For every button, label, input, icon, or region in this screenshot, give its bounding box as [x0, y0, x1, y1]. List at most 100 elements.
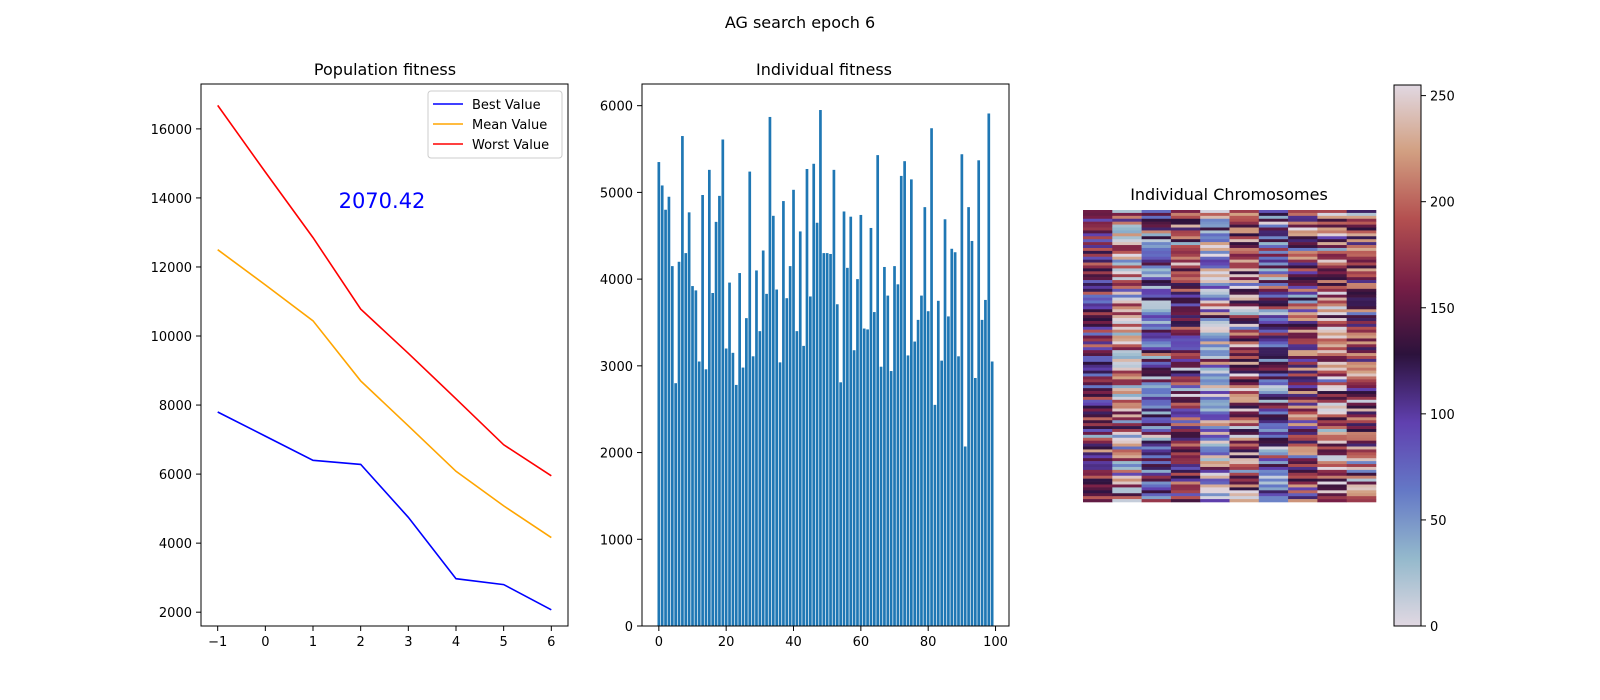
heatmap-cell [1170, 233, 1201, 237]
heatmap-cell [1170, 466, 1201, 471]
heatmap-cell [1200, 297, 1230, 301]
heatmap-cell [1200, 449, 1230, 453]
heatmap-cell [1288, 399, 1318, 404]
heatmap-cell [1112, 443, 1142, 447]
heatmap-cell [1200, 376, 1230, 380]
heatmap-cell [1258, 385, 1289, 389]
heatmap-cell [1112, 361, 1142, 366]
heatmap-cell [1170, 259, 1201, 263]
fitness-bar [728, 282, 731, 626]
heatmap-cell [1170, 420, 1201, 424]
heatmap-cell [1083, 391, 1113, 395]
fitness-bar [842, 211, 846, 627]
heatmap-cell [1112, 396, 1142, 401]
heatmap-cell [1083, 481, 1113, 485]
heatmap-cell [1288, 358, 1318, 363]
heatmap-cell [1141, 236, 1172, 240]
fitness-bar [745, 318, 748, 626]
fitness-bar [788, 266, 792, 626]
heatmap-cell [1317, 288, 1347, 293]
legend-items: Best Value Mean Value Worst Value [433, 98, 549, 153]
heatmap-cell [1083, 224, 1113, 228]
heatmap-cell [1258, 484, 1289, 488]
heatmap-cell [1229, 429, 1260, 433]
heatmap-cell [1112, 320, 1142, 325]
heatmap-cell [1083, 332, 1113, 336]
fitness-bar [984, 299, 987, 626]
heatmap-cell [1288, 440, 1318, 444]
heatmap-cell [1141, 318, 1172, 322]
heatmap-cell [1141, 393, 1172, 398]
fitness-bar [785, 298, 789, 626]
heatmap-cell [1200, 484, 1230, 488]
heatmap-cell [1083, 271, 1113, 275]
heatmap-cell [1346, 358, 1377, 363]
heatmap-cell [1112, 268, 1142, 272]
heatmap-cell [1141, 239, 1172, 243]
fitness-bar [856, 279, 859, 626]
heatmap-cell [1141, 259, 1172, 263]
heatmap-cell [1229, 496, 1260, 500]
fitness-bar [967, 207, 970, 626]
heatmap-cell [1112, 370, 1142, 374]
heatmap-cell [1112, 271, 1142, 275]
heatmap-cell [1346, 469, 1377, 474]
heatmap-cell [1317, 452, 1347, 456]
heatmap-cell [1112, 288, 1142, 293]
heatmap-cell [1170, 236, 1201, 240]
heatmap-cell [1083, 361, 1113, 366]
heatmap-cell [1229, 326, 1260, 331]
heatmap-cell [1288, 250, 1318, 255]
heatmap-cell [1288, 347, 1318, 351]
heatmap-cell [1141, 224, 1172, 228]
heatmap-cell [1346, 385, 1377, 389]
heatmap-cell [1346, 466, 1377, 471]
heatmap-cell [1317, 472, 1347, 477]
heatmap-cell [1141, 437, 1172, 441]
heatmap-cell [1083, 490, 1113, 494]
heatmap-cell [1083, 426, 1113, 430]
heatmap-cell [1170, 306, 1201, 310]
heatmap-cell [1200, 332, 1230, 336]
heatmap-cell [1288, 247, 1318, 252]
heatmap-cell [1170, 414, 1201, 418]
heatmap-cell [1112, 341, 1142, 345]
heatmap-cell [1229, 423, 1260, 427]
y-tick-label: 8000 [159, 399, 192, 414]
heatmap-cell [1229, 437, 1260, 441]
heatmap-cell [1200, 288, 1230, 293]
heatmap-cell [1200, 466, 1230, 471]
heatmap-cell [1200, 414, 1230, 418]
heatmap-cell [1346, 437, 1377, 441]
fitness-bar [758, 331, 762, 626]
heatmap-cell [1083, 312, 1113, 316]
heatmap-cell [1317, 423, 1347, 427]
heatmap-cell [1346, 253, 1377, 258]
heatmap-cell [1317, 353, 1347, 357]
heatmap-cell [1200, 309, 1230, 313]
heatmap-cell [1229, 230, 1260, 234]
heatmap-cell [1170, 429, 1201, 433]
heatmap-cell [1346, 461, 1377, 465]
heatmap-cell [1170, 478, 1201, 482]
heatmap-cell [1258, 455, 1289, 459]
x-tick-label: 3 [404, 635, 412, 650]
heatmap-cell [1170, 212, 1201, 217]
heatmap-cell [1346, 458, 1377, 462]
heatmap-cell [1083, 466, 1113, 471]
heatmap-cell [1141, 379, 1172, 383]
heatmap-cell [1346, 283, 1377, 287]
heatmap-cell [1258, 396, 1289, 401]
heatmap-cell [1317, 265, 1347, 269]
heatmap-cell [1200, 262, 1230, 266]
heatmap-cell [1258, 361, 1289, 366]
heatmap-cell [1112, 408, 1142, 412]
heatmap-cell [1112, 242, 1142, 246]
heatmap-cell [1083, 239, 1113, 243]
heatmap-cell [1170, 417, 1201, 421]
heatmap-cell [1258, 247, 1289, 252]
heatmap-cell [1288, 361, 1318, 366]
fitness-bar [741, 367, 745, 626]
heatmap-cell [1288, 382, 1318, 386]
